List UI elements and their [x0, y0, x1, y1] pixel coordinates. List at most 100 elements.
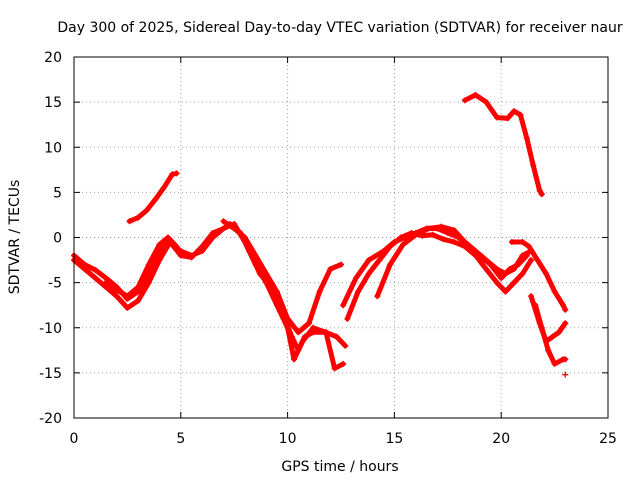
data-point — [532, 302, 539, 309]
data-point — [299, 338, 306, 345]
x-tick-label: 5 — [176, 431, 185, 447]
data-point — [145, 279, 152, 286]
data-point — [562, 320, 569, 327]
data-point — [562, 371, 569, 378]
data-point — [402, 234, 409, 241]
series-trace — [340, 226, 530, 308]
data-point — [511, 108, 518, 115]
x-tick-label: 20 — [492, 431, 510, 447]
data-point — [124, 293, 131, 300]
series-trace — [221, 218, 344, 335]
data-point — [231, 225, 238, 232]
data-point — [498, 275, 505, 282]
y-tick-label: 20 — [44, 50, 62, 66]
data-point — [525, 243, 532, 250]
data-point — [365, 257, 372, 264]
data-point — [461, 97, 468, 104]
data-point — [523, 135, 530, 142]
data-point — [241, 234, 248, 241]
data-point — [316, 288, 323, 295]
data-point — [536, 187, 543, 194]
data-point — [169, 171, 176, 178]
data-point — [173, 170, 180, 177]
series-trace — [509, 239, 568, 313]
data-point — [263, 270, 270, 277]
data-point — [156, 257, 163, 264]
data-point — [534, 257, 541, 264]
y-tick-label: 0 — [53, 231, 62, 247]
data-point — [399, 241, 406, 248]
series-track-c — [103, 235, 179, 299]
data-point — [543, 270, 550, 277]
data-point — [517, 111, 524, 118]
series-track-d — [221, 218, 344, 335]
x-axis-label: GPS time / hours — [281, 459, 398, 475]
data-point — [483, 257, 490, 264]
data-point — [545, 347, 552, 354]
data-point — [156, 241, 163, 248]
data-point — [340, 302, 347, 309]
data-point — [451, 239, 458, 246]
data-point — [387, 261, 394, 268]
data-point — [135, 297, 142, 304]
data-point — [188, 254, 195, 261]
data-point — [291, 356, 298, 363]
data-point — [519, 252, 526, 259]
data-point — [551, 360, 558, 367]
data-point — [344, 315, 351, 322]
data-point — [483, 266, 490, 273]
data-point — [562, 356, 569, 363]
data-point — [355, 288, 362, 295]
series-track-e — [127, 170, 179, 224]
data-point — [502, 270, 509, 277]
data-point — [143, 207, 150, 214]
data-point — [493, 114, 500, 121]
data-point — [429, 231, 436, 238]
data-point — [562, 306, 569, 313]
y-tick-label: -20 — [39, 411, 62, 427]
data-point — [113, 293, 120, 300]
data-point — [374, 293, 381, 300]
data-point — [425, 225, 432, 232]
data-point — [519, 239, 526, 246]
data-point — [199, 243, 206, 250]
x-tick-label: 0 — [70, 431, 79, 447]
series-trace — [462, 92, 545, 197]
series-trace — [532, 302, 568, 367]
series-track-i — [509, 239, 568, 313]
data-point — [493, 279, 500, 286]
data-point — [560, 302, 567, 309]
data-point — [538, 324, 545, 331]
data-point — [538, 191, 545, 198]
data-point — [438, 223, 445, 230]
data-point — [472, 248, 479, 255]
data-point — [273, 288, 280, 295]
y-tick-label: 5 — [53, 185, 62, 201]
y-axis-label: SDTVAR / TECUs — [7, 180, 23, 295]
data-point — [502, 288, 509, 295]
y-tick-label: -5 — [48, 276, 62, 292]
data-point — [92, 266, 99, 273]
series-track-k — [532, 302, 568, 367]
data-points — [71, 91, 569, 378]
data-point — [135, 284, 142, 291]
data-point — [440, 236, 447, 243]
data-point — [451, 227, 458, 234]
data-point — [483, 99, 490, 106]
data-point — [305, 320, 312, 327]
series-trace — [127, 170, 179, 224]
data-point — [530, 162, 537, 169]
data-point — [412, 231, 419, 238]
y-tick-label: 10 — [44, 140, 62, 156]
data-point — [220, 225, 227, 232]
x-tick-label: 25 — [599, 431, 617, 447]
data-point — [113, 286, 120, 293]
data-point — [323, 329, 330, 336]
data-point — [152, 196, 159, 203]
data-point — [333, 333, 340, 340]
data-point — [164, 234, 171, 241]
data-point — [338, 261, 344, 268]
data-point — [160, 184, 167, 191]
data-point — [340, 360, 347, 367]
